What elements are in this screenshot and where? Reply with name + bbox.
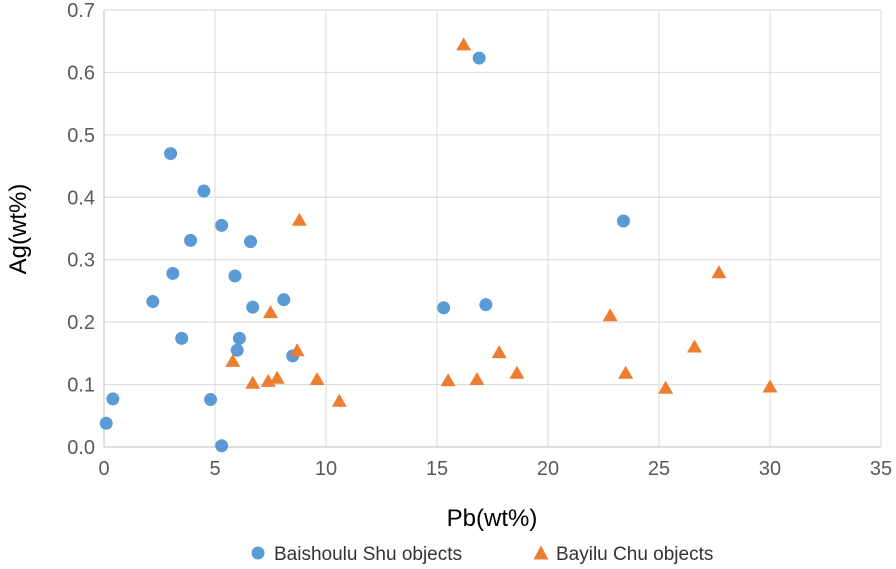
data-point-triangle <box>711 265 727 279</box>
data-point-triangle <box>658 380 674 394</box>
y-tick-label: 0.4 <box>67 187 95 209</box>
data-point-circle <box>230 343 244 357</box>
y-tick-label: 0.2 <box>67 312 95 334</box>
data-point-triangle <box>456 37 472 51</box>
legend-label-bayilu: Bayilu Chu objects <box>556 544 713 565</box>
data-point-triangle <box>331 393 347 407</box>
data-point-triangle <box>509 365 525 379</box>
series-baishoulu-shu <box>99 51 630 453</box>
data-points <box>99 37 778 453</box>
data-point-circle <box>106 392 120 406</box>
data-point-triangle <box>687 339 703 353</box>
y-tick-label: 0.6 <box>67 62 95 84</box>
data-point-circle <box>215 439 229 453</box>
data-point-circle <box>164 147 178 161</box>
data-point-triangle <box>762 379 778 393</box>
y-tick-label: 0.3 <box>67 250 95 272</box>
x-tick-label: 30 <box>759 458 781 480</box>
y-axis-title: Ag(wt%) <box>5 184 32 275</box>
data-point-triangle <box>469 371 485 385</box>
data-point-triangle <box>263 305 278 319</box>
data-point-circle <box>175 331 189 345</box>
data-point-circle <box>166 266 180 280</box>
y-tick-label: 0.0 <box>67 437 95 459</box>
data-point-circle <box>228 269 242 283</box>
x-tick-label: 20 <box>537 458 559 480</box>
data-point-circle <box>437 301 451 315</box>
x-tick-label: 10 <box>315 458 337 480</box>
data-point-circle <box>479 298 493 312</box>
data-point-triangle <box>225 353 241 367</box>
data-point-triangle <box>440 373 456 387</box>
data-point-triangle <box>618 365 634 379</box>
x-tick-label: 5 <box>209 458 220 480</box>
y-tick-label: 0.1 <box>67 375 95 397</box>
data-point-circle <box>232 331 246 345</box>
data-point-circle <box>146 295 160 309</box>
y-tick-label: 0.5 <box>67 125 95 147</box>
data-point-circle <box>244 235 258 249</box>
y-tick-label: 0.7 <box>67 0 95 22</box>
data-point-circle <box>277 293 291 307</box>
x-tick-label: 0 <box>98 458 109 480</box>
data-point-circle <box>204 393 218 407</box>
legend-label-baishoulu: Baishoulu Shu objects <box>274 544 462 565</box>
data-point-triangle <box>269 370 285 384</box>
legend: Baishoulu Shu objects Bayilu Chu objects <box>251 544 713 565</box>
data-point-triangle <box>491 345 507 359</box>
x-axis-title: Pb(wt%) <box>447 505 538 532</box>
data-point-circle <box>215 218 229 232</box>
legend-marker-bayilu <box>533 545 549 560</box>
x-tick-label: 15 <box>426 458 448 480</box>
grid <box>104 9 882 447</box>
data-point-circle <box>99 416 113 430</box>
data-point-triangle <box>309 371 325 385</box>
series-bayilu-chu <box>225 37 778 407</box>
data-point-circle <box>616 214 630 228</box>
data-point-triangle <box>291 212 307 226</box>
x-tick-label: 35 <box>870 458 892 480</box>
data-point-circle <box>246 300 260 314</box>
data-point-triangle <box>245 375 261 389</box>
x-tick-label: 25 <box>648 458 670 480</box>
data-point-circle <box>472 51 486 65</box>
axes <box>103 10 881 448</box>
tick-labels: 0.0 0.1 0.2 0.3 0.4 0.5 0.6 0.7 0 5 10 15 20 25 30 35 <box>67 0 892 480</box>
data-point-circle <box>184 233 198 247</box>
data-point-circle <box>197 184 211 198</box>
data-point-triangle <box>289 343 305 357</box>
data-point-triangle <box>602 308 618 322</box>
legend-marker-baishoulu <box>251 546 265 560</box>
